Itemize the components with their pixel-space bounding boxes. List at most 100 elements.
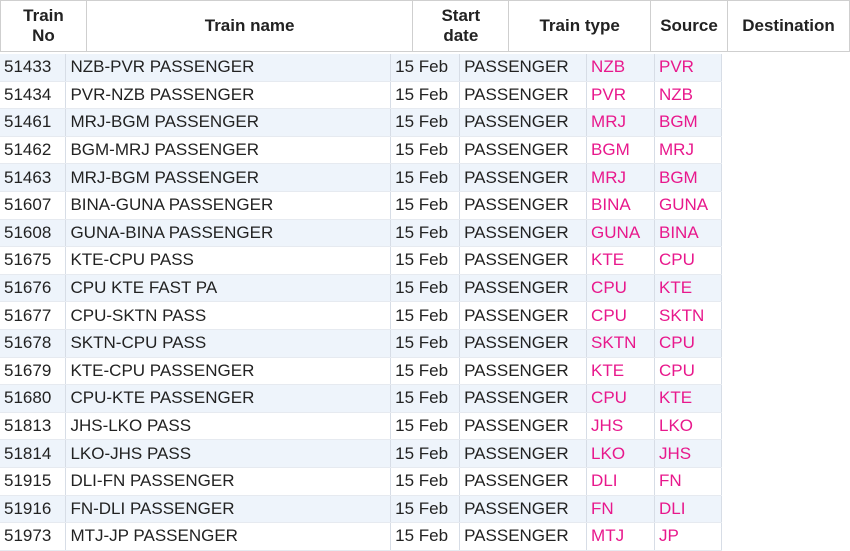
col-header-start-date[interactable]: Start date	[412, 0, 510, 52]
start-date-cell: 15 Feb	[390, 108, 461, 137]
start-date-cell: 15 Feb	[390, 163, 461, 192]
train-no-cell: 51434	[0, 81, 67, 110]
destination-cell: FN	[654, 467, 722, 496]
train-type-cell: PASSENGER	[459, 301, 588, 330]
destination-cell: SKTN	[654, 301, 722, 330]
train-no-cell: 51973	[0, 522, 67, 551]
source-cell: BGM	[586, 136, 655, 165]
header-row: Train No Train name Start date Train typ…	[0, 0, 850, 52]
train-type-cell: PASSENGER	[459, 357, 588, 386]
table-row[interactable]: 51813 JHS-LKO PASS 15 Feb PASSENGER JHS LKO	[0, 412, 722, 441]
table-row[interactable]: 51677 CPU-SKTN PASS 15 Feb PASSENGER CPU SKTN	[0, 301, 722, 330]
train-name-cell: MTJ-JP PASSENGER	[65, 522, 392, 551]
start-date-cell: 15 Feb	[390, 412, 461, 441]
source-cell: DLI	[586, 467, 655, 496]
col-header-train-no-line2: No	[32, 26, 55, 45]
table-row[interactable]: 51678 SKTN-CPU PASS 15 Feb PASSENGER SKTN CPU	[0, 329, 722, 358]
destination-cell: PVR	[654, 54, 722, 82]
train-name-cell: MRJ-BGM PASSENGER	[65, 108, 392, 137]
source-cell: JHS	[586, 412, 655, 441]
table-row[interactable]: 51463 MRJ-BGM PASSENGER 15 Feb PASSENGER MRJ…	[0, 163, 722, 192]
train-name-cell: DLI-FN PASSENGER	[65, 467, 392, 496]
train-name-cell: CPU-KTE PASSENGER	[65, 384, 392, 413]
train-type-cell: PASSENGER	[459, 81, 588, 110]
source-cell: MTJ	[586, 522, 655, 551]
train-no-cell: 51680	[0, 384, 67, 413]
train-type-cell: PASSENGER	[459, 329, 588, 358]
train-type-cell: PASSENGER	[459, 136, 588, 165]
train-no-cell: 51677	[0, 301, 67, 330]
table-row[interactable]: 51434 PVR-NZB PASSENGER 15 Feb PASSENGER PVR…	[0, 81, 722, 110]
col-header-train-no[interactable]: Train No	[0, 0, 87, 52]
source-cell: GUNA	[586, 219, 655, 248]
train-no-cell: 51675	[0, 246, 67, 275]
start-date-cell: 15 Feb	[390, 219, 461, 248]
destination-cell: LKO	[654, 412, 722, 441]
train-no-cell: 51679	[0, 357, 67, 386]
train-no-cell: 51608	[0, 219, 67, 248]
train-type-cell: PASSENGER	[459, 163, 588, 192]
table-row[interactable]: 51461 MRJ-BGM PASSENGER 15 Feb PASSENGER MRJ…	[0, 108, 722, 137]
table-row[interactable]: 51676 CPU KTE FAST PA 15 Feb PASSENGER CPU KT…	[0, 274, 722, 303]
destination-cell: KTE	[654, 274, 722, 303]
train-type-cell: PASSENGER	[459, 274, 588, 303]
start-date-cell: 15 Feb	[390, 384, 461, 413]
table-row[interactable]: 51680 CPU-KTE PASSENGER 15 Feb PASSENGER CPU…	[0, 384, 722, 413]
train-type-cell: PASSENGER	[459, 219, 588, 248]
source-cell: KTE	[586, 357, 655, 386]
train-name-cell: SKTN-CPU PASS	[65, 329, 392, 358]
destination-cell: DLI	[654, 495, 722, 524]
source-cell: FN	[586, 495, 655, 524]
train-type-cell: PASSENGER	[459, 108, 588, 137]
col-header-destination[interactable]: Destination	[727, 0, 850, 52]
table-row[interactable]: 51462 BGM-MRJ PASSENGER 15 Feb PASSENGER BGM…	[0, 136, 722, 165]
train-name-cell: LKO-JHS PASS	[65, 439, 392, 468]
start-date-cell: 15 Feb	[390, 495, 461, 524]
table-row[interactable]: 51916 FN-DLI PASSENGER 15 Feb PASSENGER FN DL…	[0, 495, 722, 524]
col-header-start-date-line1: Start	[441, 6, 481, 25]
train-name-cell: JHS-LKO PASS	[65, 412, 392, 441]
start-date-cell: 15 Feb	[390, 329, 461, 358]
start-date-cell: 15 Feb	[390, 81, 461, 110]
col-header-source[interactable]: Source	[650, 0, 728, 52]
train-no-cell: 51433	[0, 54, 67, 82]
col-header-train-name[interactable]: Train name	[85, 0, 414, 52]
table-row[interactable]: 51915 DLI-FN PASSENGER 15 Feb PASSENGER DLI F…	[0, 467, 722, 496]
table-row[interactable]: 51814 LKO-JHS PASS 15 Feb PASSENGER LKO JHS	[0, 439, 722, 468]
train-name-cell: KTE-CPU PASS	[65, 246, 392, 275]
train-no-cell: 51813	[0, 412, 67, 441]
table-row[interactable]: 51608 GUNA-BINA PASSENGER 15 Feb PASSENGER G…	[0, 219, 722, 248]
source-cell: NZB	[586, 54, 655, 82]
train-no-cell: 51463	[0, 163, 67, 192]
destination-cell: JP	[654, 522, 722, 551]
start-date-cell: 15 Feb	[390, 439, 461, 468]
train-no-cell: 51461	[0, 108, 67, 137]
destination-cell: CPU	[654, 329, 722, 358]
train-type-cell: PASSENGER	[459, 495, 588, 524]
table-row[interactable]: 51973 MTJ-JP PASSENGER 15 Feb PASSENGER MTJ J…	[0, 522, 722, 551]
train-type-cell: PASSENGER	[459, 246, 588, 275]
train-no-cell: 51915	[0, 467, 67, 496]
start-date-cell: 15 Feb	[390, 522, 461, 551]
destination-cell: BINA	[654, 219, 722, 248]
source-cell: PVR	[586, 81, 655, 110]
train-table-body: 51433 NZB-PVR PASSENGER 15 Feb PASSENGER NZB…	[0, 54, 722, 551]
destination-cell: KTE	[654, 384, 722, 413]
table-row[interactable]: 51433 NZB-PVR PASSENGER 15 Feb PASSENGER NZB…	[0, 54, 722, 82]
destination-cell: GUNA	[654, 191, 722, 220]
start-date-cell: 15 Feb	[390, 246, 461, 275]
train-type-cell: PASSENGER	[459, 384, 588, 413]
col-header-start-date-line2: date	[443, 26, 479, 45]
train-name-cell: NZB-PVR PASSENGER	[65, 54, 392, 82]
train-name-cell: BGM-MRJ PASSENGER	[65, 136, 392, 165]
destination-cell: NZB	[654, 81, 722, 110]
table-row[interactable]: 51679 KTE-CPU PASSENGER 15 Feb PASSENGER KTE…	[0, 357, 722, 386]
col-header-train-type[interactable]: Train type	[508, 0, 652, 52]
table-row[interactable]: 51607 BINA-GUNA PASSENGER 15 Feb PASSENGER B…	[0, 191, 722, 220]
start-date-cell: 15 Feb	[390, 301, 461, 330]
destination-cell: MRJ	[654, 136, 722, 165]
start-date-cell: 15 Feb	[390, 54, 461, 82]
train-no-cell: 51814	[0, 439, 67, 468]
table-row[interactable]: 51675 KTE-CPU PASS 15 Feb PASSENGER KTE CPU	[0, 246, 722, 275]
